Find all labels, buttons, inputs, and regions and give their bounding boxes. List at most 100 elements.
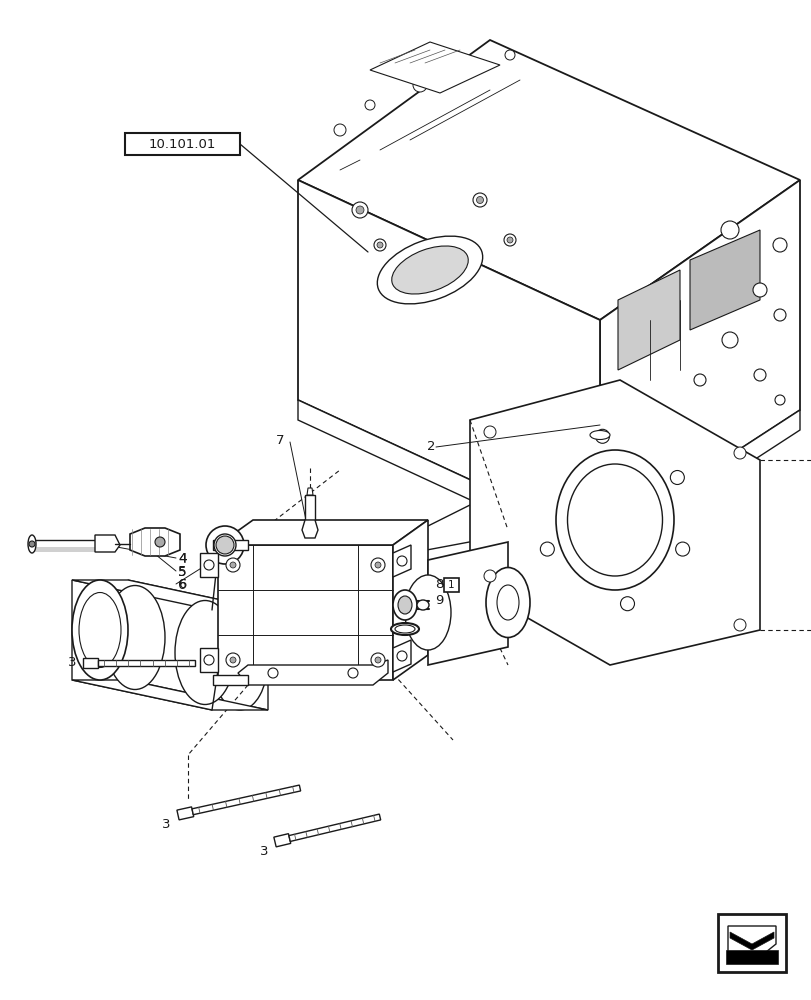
Circle shape: [333, 124, 345, 136]
Text: 2: 2: [427, 440, 435, 454]
Circle shape: [155, 537, 165, 547]
Polygon shape: [95, 535, 120, 552]
Polygon shape: [617, 270, 679, 370]
Polygon shape: [427, 542, 508, 665]
Polygon shape: [200, 648, 217, 672]
Text: 10.101.01: 10.101.01: [148, 138, 216, 151]
Circle shape: [772, 238, 786, 252]
Circle shape: [365, 100, 375, 110]
Polygon shape: [191, 785, 300, 815]
Circle shape: [483, 570, 496, 582]
Circle shape: [225, 558, 240, 572]
Ellipse shape: [496, 585, 518, 620]
Text: 5: 5: [178, 566, 187, 578]
Polygon shape: [238, 660, 388, 685]
Circle shape: [230, 562, 236, 568]
Ellipse shape: [417, 600, 428, 610]
Bar: [444, 578, 458, 592]
Polygon shape: [298, 180, 599, 540]
Text: 3: 3: [162, 818, 170, 831]
Polygon shape: [72, 580, 212, 710]
Polygon shape: [370, 42, 500, 93]
Circle shape: [733, 619, 745, 631]
Polygon shape: [128, 580, 268, 710]
Polygon shape: [302, 520, 318, 538]
Text: 4: 4: [178, 552, 187, 566]
Circle shape: [539, 542, 554, 556]
Ellipse shape: [28, 535, 36, 553]
Circle shape: [397, 556, 406, 566]
Circle shape: [733, 447, 745, 459]
Polygon shape: [298, 400, 599, 560]
Polygon shape: [217, 545, 393, 680]
Text: 7: 7: [276, 434, 284, 446]
Circle shape: [348, 668, 358, 678]
Circle shape: [204, 655, 214, 665]
Polygon shape: [393, 545, 410, 577]
Polygon shape: [273, 834, 290, 847]
Polygon shape: [212, 675, 247, 685]
Circle shape: [375, 562, 380, 568]
Polygon shape: [727, 926, 775, 956]
Circle shape: [375, 657, 380, 663]
Bar: [125, 133, 240, 155]
Ellipse shape: [175, 600, 234, 704]
Polygon shape: [32, 547, 105, 552]
Circle shape: [374, 239, 385, 251]
Circle shape: [670, 471, 684, 485]
Text: 6: 6: [178, 578, 187, 592]
Ellipse shape: [567, 464, 662, 576]
Circle shape: [753, 369, 765, 381]
Polygon shape: [200, 553, 217, 577]
Polygon shape: [400, 500, 519, 560]
Circle shape: [230, 657, 236, 663]
Polygon shape: [393, 640, 410, 672]
Text: 1: 1: [447, 580, 453, 590]
Polygon shape: [470, 380, 759, 665]
Ellipse shape: [405, 575, 450, 650]
Ellipse shape: [391, 246, 468, 294]
Circle shape: [371, 558, 384, 572]
Polygon shape: [725, 950, 777, 964]
Polygon shape: [98, 660, 195, 666]
Ellipse shape: [72, 580, 128, 680]
Circle shape: [504, 234, 515, 246]
Polygon shape: [305, 495, 315, 520]
Circle shape: [204, 560, 214, 570]
Circle shape: [355, 206, 363, 214]
Circle shape: [351, 202, 367, 218]
Polygon shape: [177, 807, 194, 820]
Circle shape: [506, 237, 513, 243]
Polygon shape: [393, 520, 427, 680]
Text: 4: 4: [178, 552, 187, 566]
Polygon shape: [599, 410, 799, 560]
Polygon shape: [599, 180, 799, 540]
Ellipse shape: [377, 236, 482, 304]
Ellipse shape: [212, 610, 268, 710]
Bar: [717, 914, 785, 972]
Circle shape: [693, 374, 705, 386]
Circle shape: [376, 242, 383, 248]
Circle shape: [29, 541, 35, 547]
Text: 8: 8: [435, 578, 443, 591]
Polygon shape: [689, 230, 759, 330]
Ellipse shape: [393, 590, 417, 620]
Polygon shape: [289, 814, 380, 841]
Polygon shape: [298, 40, 799, 320]
Circle shape: [773, 309, 785, 321]
Polygon shape: [130, 528, 180, 556]
Polygon shape: [729, 932, 773, 950]
Polygon shape: [83, 658, 98, 668]
Circle shape: [413, 78, 427, 92]
Text: 3: 3: [260, 845, 268, 858]
Circle shape: [594, 429, 609, 443]
Ellipse shape: [556, 450, 673, 590]
Polygon shape: [217, 520, 427, 545]
Text: 5: 5: [178, 565, 187, 579]
Circle shape: [620, 597, 633, 611]
Circle shape: [720, 221, 738, 239]
Ellipse shape: [79, 592, 121, 668]
Polygon shape: [307, 488, 312, 495]
Ellipse shape: [394, 625, 414, 633]
Circle shape: [371, 653, 384, 667]
